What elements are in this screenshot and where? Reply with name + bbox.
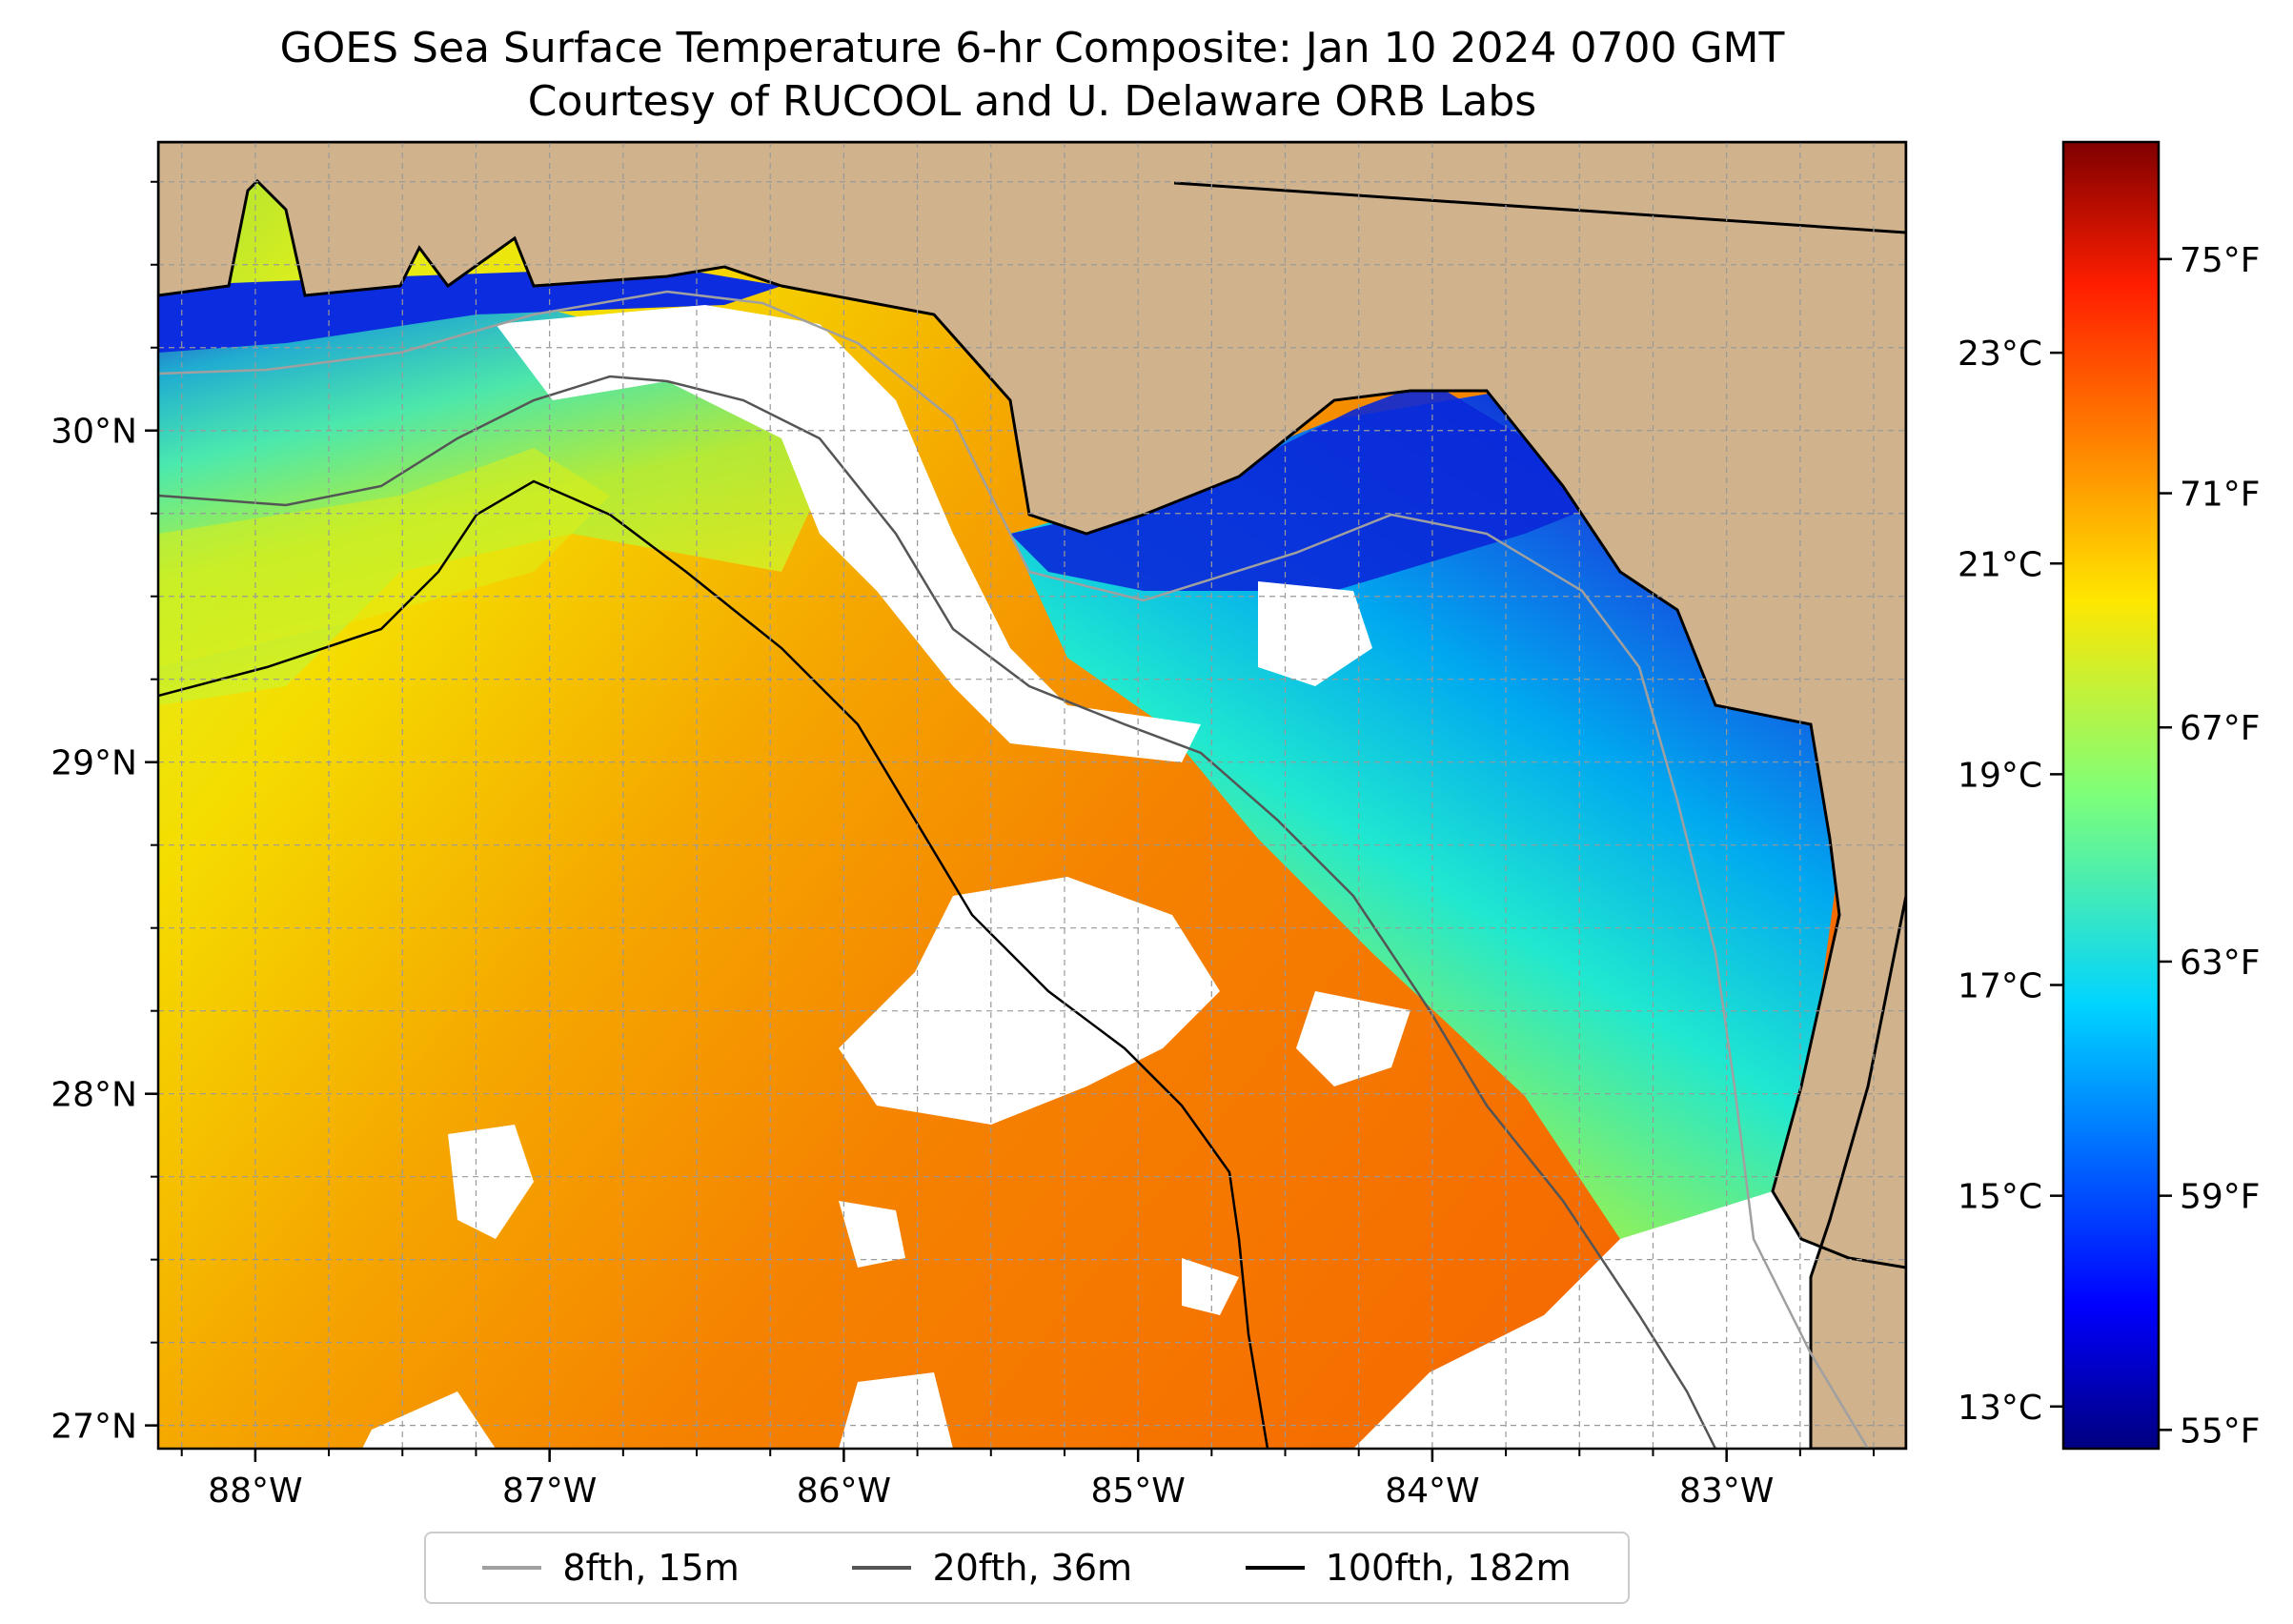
legend-line-36m [852, 1566, 912, 1570]
legend-line-15m [482, 1566, 542, 1570]
legend-label-182m: 100fth, 182m [1325, 1547, 1572, 1589]
colorbar-label-c: 17°C [1958, 967, 2042, 1006]
map-frame [156, 140, 1908, 1451]
legend-line-182m [1245, 1566, 1305, 1570]
legend-label-36m: 20fth, 36m [932, 1547, 1133, 1589]
colorbar-label-f: 67°F [2180, 709, 2261, 748]
lon-tick-label: 84°W [1385, 1472, 1479, 1511]
isobath-182m [158, 479, 1269, 1449]
colorbar-label-c: 15°C [1958, 1178, 2042, 1217]
map-subtitle: Courtesy of RUCOOL and U. Delaware ORB L… [527, 77, 1537, 126]
lat-tick-label: 27°N [51, 1408, 137, 1447]
lon-tick-label: 88°W [208, 1472, 302, 1511]
colorbar-label-f: 71°F [2180, 476, 2261, 515]
colorbar-label-f: 59°F [2180, 1178, 2261, 1217]
lon-tick-label: 87°W [502, 1472, 597, 1511]
colorbar-label-f: 63°F [2180, 944, 2261, 983]
land-north-coast [158, 142, 1906, 1449]
sst-coastal-cold-band [1010, 381, 1620, 591]
lat-tick-label: 29°N [51, 744, 137, 783]
colorbar-label-c: 21°C [1958, 545, 2042, 584]
map-title: GOES Sea Surface Temperature 6-hr Compos… [279, 24, 1785, 72]
lon-tick-label: 86°W [797, 1472, 891, 1511]
state-border [1173, 181, 1906, 234]
isobath-15m [158, 290, 1870, 1449]
sst-eastern-shelf [1010, 391, 1839, 1248]
colorbar-ticks: 13°C 15°C 17°C 19°C 21°C 23°C 55°F 59°F 63°F 67°F… [1958, 241, 2260, 1451]
isobath-legend: 8fth, 15m 20fth, 36m 100fth, 182m [424, 1532, 1630, 1604]
colorbar-label-c: 13°C [1958, 1389, 2042, 1428]
legend-item-36m: 20fth, 36m [852, 1547, 1132, 1589]
lat-tick-label: 28°N [51, 1076, 137, 1115]
colorbar-label-f: 75°F [2180, 241, 2261, 280]
map-grid [158, 142, 1906, 1449]
colorbar-label-f: 55°F [2180, 1411, 2261, 1451]
no-data-areas [362, 305, 1906, 1449]
colorbar-gradient [2061, 140, 2161, 1451]
map-axis-ticks: 88°W 87°W 86°W 85°W 84°W 83°W 27°N 28°N 29°N 30°N [51, 180, 1876, 1511]
colorbar-label-c: 19°C [1958, 756, 2042, 795]
legend-item-182m: 100fth, 182m [1245, 1547, 1572, 1589]
legend-label-15m: 8fth, 15m [562, 1547, 740, 1589]
lon-tick-label: 83°W [1679, 1472, 1774, 1511]
lat-tick-label: 30°N [51, 413, 137, 452]
legend-item-15m: 8fth, 15m [482, 1547, 740, 1589]
lon-tick-label: 85°W [1090, 1472, 1185, 1511]
colorbar-label-c: 23°C [1958, 335, 2042, 374]
